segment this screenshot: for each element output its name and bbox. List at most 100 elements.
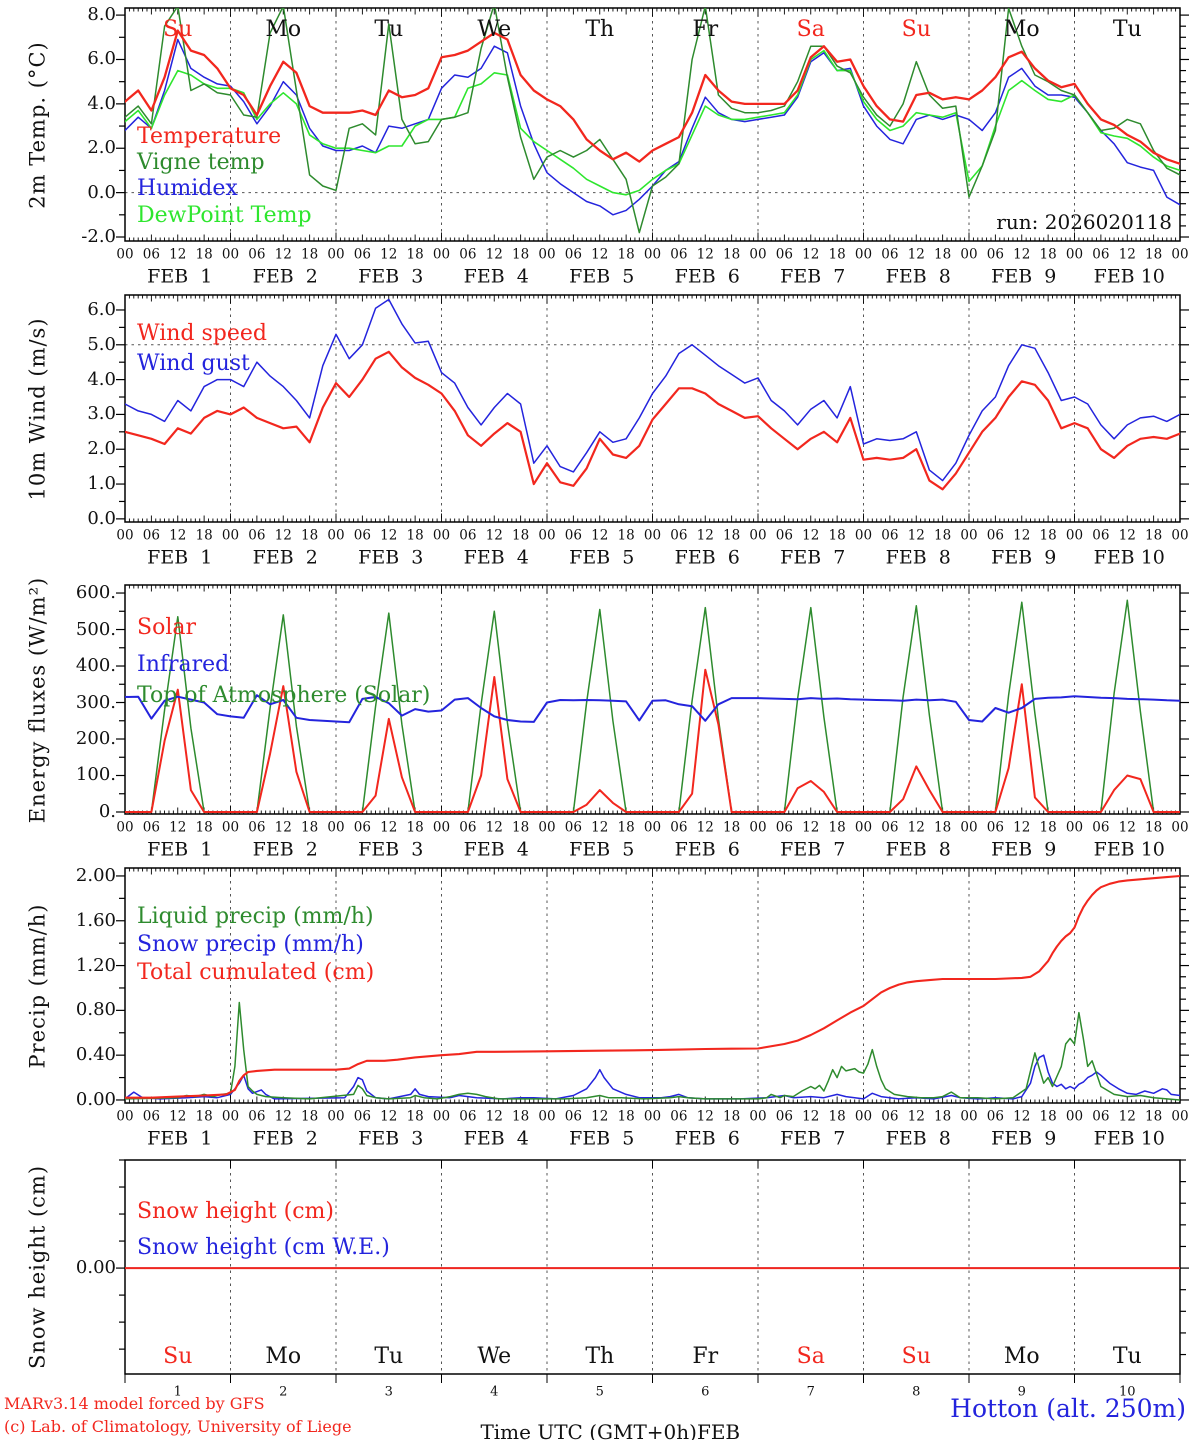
date-label: FEB 10 [1093, 838, 1165, 861]
hour-tick-label: 00 [221, 527, 240, 544]
hour-tick-label: 12 [802, 246, 820, 263]
hour-tick-label: 18 [195, 1108, 213, 1125]
date-label: FEB 9 [991, 1127, 1057, 1150]
hour-tick-label: 00 [538, 527, 556, 544]
y-tick-label: 0.0 [87, 507, 116, 529]
day-number-label: 9 [1017, 1384, 1026, 1400]
y-axis-title: Precip (mm/h) [25, 902, 50, 1069]
hour-tick-label: 00 [854, 1108, 873, 1125]
y-tick-label: 200. [75, 728, 116, 749]
hour-tick-label: 06 [353, 819, 371, 836]
hour-tick-label: 00 [327, 1108, 345, 1125]
hour-tick-label: 06 [459, 246, 477, 263]
date-label: FEB 3 [358, 1127, 424, 1150]
date-label: FEB 9 [991, 265, 1057, 288]
date-label: FEB 5 [569, 838, 635, 861]
date-label: FEB 8 [885, 546, 951, 569]
hour-tick-label: 12 [907, 1108, 925, 1125]
date-label: FEB 6 [674, 838, 740, 861]
hour-tick-label: 00 [643, 527, 662, 544]
hour-tick-label: 18 [828, 527, 846, 544]
day-name-label: Sa [796, 16, 825, 42]
hour-tick-label: 00 [1065, 527, 1084, 544]
hour-tick-label: 06 [459, 1108, 477, 1125]
day-name-label: Th [585, 1343, 615, 1369]
hour-tick-label: 00 [1171, 246, 1189, 263]
date-label: FEB 8 [885, 1127, 951, 1150]
date-label: FEB 8 [885, 265, 951, 288]
hour-tick-label: 00 [1171, 819, 1189, 836]
hour-tick-label: 06 [986, 527, 1004, 544]
hour-tick-label: 18 [1145, 819, 1163, 836]
hour-tick-label: 12 [274, 527, 292, 544]
hour-tick-label: 18 [512, 527, 530, 544]
y-tick-label: 3.0 [87, 403, 116, 425]
hour-tick-label: 12 [274, 246, 292, 263]
legend-humidex: Humidex [137, 176, 238, 202]
hour-tick-label: 06 [986, 1108, 1004, 1125]
hour-tick-label: 00 [538, 819, 556, 836]
day-number-label: 4 [490, 1384, 499, 1400]
hour-tick-label: 12 [591, 246, 609, 263]
hour-tick-label: 18 [195, 246, 213, 263]
date-label: FEB 4 [463, 265, 529, 288]
hour-tick-label: 06 [142, 1108, 160, 1125]
legend-liquid-precip-mm-h: Liquid precip (mm/h) [137, 904, 374, 930]
y-tick-label: 8.0 [87, 4, 116, 26]
day-name-label: Tu [374, 16, 404, 42]
day-number-label: 2 [279, 1384, 288, 1400]
hour-tick-label: 06 [142, 527, 160, 544]
day-name-label: Tu [1112, 1343, 1142, 1369]
legend-total-cumulated-cm: Total cumulated (cm) [137, 960, 375, 986]
hour-tick-label: 18 [934, 527, 952, 544]
hour-tick-label: 00 [960, 246, 978, 263]
hour-tick-label: 12 [696, 246, 714, 263]
series-solar [125, 668, 1180, 813]
hour-tick-label: 00 [116, 246, 134, 263]
hour-tick-label: 12 [591, 1108, 609, 1125]
y-tick-label: 4.0 [87, 368, 116, 390]
hour-tick-label: 18 [406, 527, 424, 544]
hour-tick-label: 18 [512, 246, 530, 263]
hour-tick-label: 06 [564, 527, 582, 544]
date-label: FEB 9 [991, 838, 1057, 861]
day-name-label: We [477, 16, 512, 42]
hour-tick-label: 00 [538, 1108, 556, 1125]
hour-tick-label: 00 [221, 819, 240, 836]
hour-tick-label: 18 [512, 1108, 530, 1125]
date-label: FEB 6 [674, 1127, 740, 1150]
hour-tick-label: 06 [142, 819, 160, 836]
date-label: FEB 5 [569, 265, 635, 288]
hour-tick-label: 00 [1065, 819, 1084, 836]
hour-tick-label: 00 [432, 527, 451, 544]
day-name-label: Su [163, 1343, 193, 1369]
y-tick-label: 300. [75, 691, 116, 713]
day-name-label: Mo [1003, 1343, 1040, 1369]
date-label: FEB 6 [674, 265, 740, 288]
hour-tick-label: 12 [1118, 527, 1136, 544]
legend-snow-height-cm: Snow height (cm) [137, 1198, 334, 1224]
day-name-label: We [477, 1343, 512, 1369]
series-dewpoint-temp [125, 49, 1180, 196]
hour-tick-label: 00 [221, 1108, 240, 1125]
legend-snow-height-cm-w-e: Snow height (cm W.E.) [137, 1234, 390, 1260]
hour-tick-label: 18 [406, 1108, 424, 1125]
hour-tick-label: 00 [538, 246, 556, 263]
hour-tick-label: 06 [881, 527, 899, 544]
hour-tick-label: 18 [1039, 246, 1057, 263]
hour-tick-label: 06 [459, 819, 477, 836]
hour-tick-label: 06 [775, 819, 793, 836]
hour-tick-label: 06 [775, 1108, 793, 1125]
date-label: FEB 8 [885, 838, 951, 861]
day-name-label: Tu [1112, 16, 1142, 42]
day-name-label: Fr [692, 1343, 719, 1369]
date-label: FEB 2 [252, 265, 318, 288]
credit-line-2: (c) Lab. of Climatology, University of L… [4, 1417, 352, 1436]
hour-tick-label: 18 [828, 246, 846, 263]
hour-tick-label: 06 [353, 527, 371, 544]
hour-tick-label: 00 [1065, 1108, 1084, 1125]
hour-tick-label: 06 [986, 246, 1004, 263]
hour-tick-label: 06 [248, 819, 266, 836]
hour-tick-label: 06 [353, 246, 371, 263]
hour-tick-label: 12 [591, 527, 609, 544]
